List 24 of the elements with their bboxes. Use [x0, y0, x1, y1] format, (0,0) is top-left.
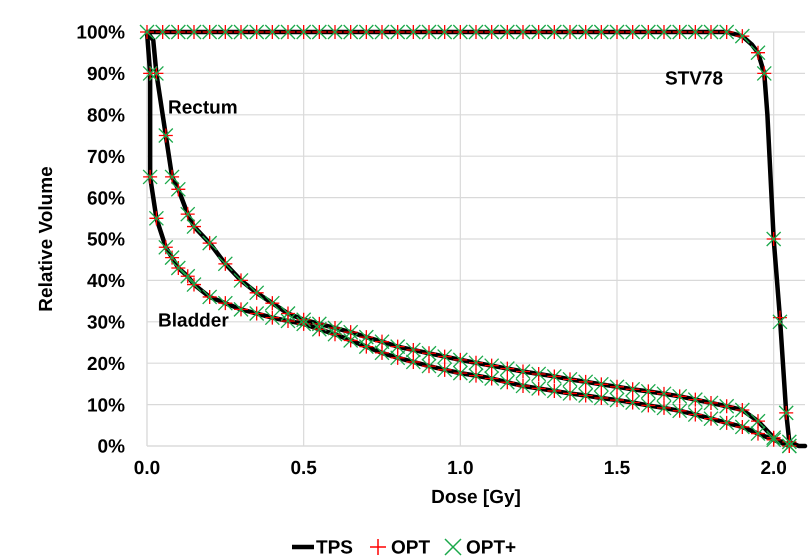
y-tick-label: 0%	[98, 436, 126, 458]
y-tick-label: 50%	[86, 230, 126, 251]
y-tick-label: 70%	[86, 146, 126, 168]
y-tick-label: 20%	[86, 354, 126, 375]
annotation: Rectum	[168, 98, 238, 119]
x-tick-label: 1.5	[604, 458, 631, 479]
y-axis-title: Relative Volume	[36, 166, 57, 312]
annotation: Bladder	[158, 310, 230, 332]
x-tick-label: 1.0	[447, 458, 474, 479]
y-tick-label: 60%	[86, 188, 126, 210]
y-tick-label: 10%	[86, 395, 126, 416]
y-tick-label: 80%	[86, 105, 126, 126]
annotation: STV78	[665, 68, 724, 90]
y-tick-label: 40%	[86, 271, 126, 292]
x-tick-label: 0.0	[134, 458, 160, 479]
y-tick-label: 100%	[76, 22, 126, 44]
x-axis-title: Dose [Gy]	[431, 487, 521, 508]
y-tick-label: 90%	[86, 64, 126, 86]
y-tick-label: 30%	[86, 312, 126, 334]
x-tick-label: 0.5	[290, 458, 318, 479]
x-tick-label: 2.0	[760, 458, 787, 479]
legend-label: TPS	[316, 538, 353, 559]
legend-label: OPT	[391, 538, 430, 559]
legend-label: OPT+	[466, 538, 516, 559]
